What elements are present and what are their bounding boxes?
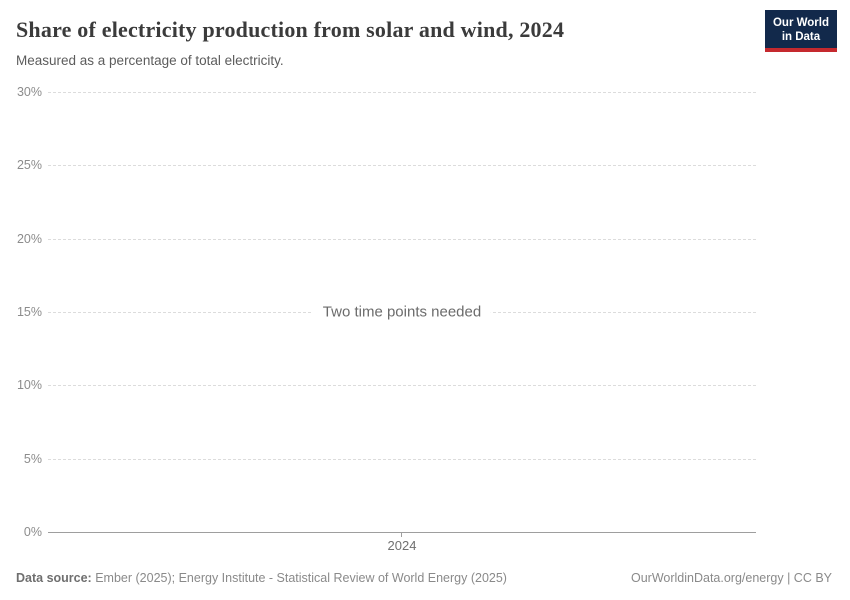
chart-subtitle: Measured as a percentage of total electr… (16, 53, 284, 68)
x-axis-tick-mark (401, 532, 402, 537)
data-source-text: Ember (2025); Energy Institute - Statist… (95, 571, 507, 585)
attribution-link[interactable]: OurWorldinData.org/energy | CC BY (630, 571, 832, 585)
grid-row-5: 5% (0, 451, 756, 467)
data-source-note: Data source: Ember (2025); Energy Instit… (16, 571, 507, 586)
owid-logo-line1: Our World (772, 17, 829, 29)
x-axis-tick-label: 2024 (387, 538, 417, 553)
gridline (48, 238, 756, 240)
gridline (48, 164, 756, 166)
grid-row-20: 20% (0, 231, 756, 247)
grid-row-30: 30% (0, 84, 756, 100)
x-axis-line (48, 531, 756, 533)
y-axis-tick-label: 10% (16, 378, 42, 392)
y-axis-tick-label: 25% (16, 158, 42, 172)
data-source-label: Data source: (16, 571, 92, 585)
y-axis-tick-label: 30% (16, 85, 42, 99)
gridline (48, 384, 756, 386)
x-axis-baseline-row: 0% (0, 524, 756, 540)
owid-logo-line2: in Data (781, 31, 821, 43)
empty-state-message: Two time points needed (312, 303, 492, 321)
y-axis-tick-label: 5% (23, 452, 42, 466)
gridline (48, 458, 756, 460)
gridline (48, 91, 756, 93)
owid-logo[interactable]: Our World in Data (764, 10, 837, 52)
y-axis-tick-label: 0% (23, 525, 42, 539)
chart-footer: Data source: Ember (2025); Energy Instit… (16, 571, 832, 586)
y-axis-tick-label: 15% (16, 305, 42, 319)
page-title: Share of electricity production from sol… (16, 17, 565, 42)
grid-row-10: 10% (0, 377, 756, 393)
grid-row-25: 25% (0, 157, 756, 173)
y-axis-tick-label: 20% (16, 232, 42, 246)
